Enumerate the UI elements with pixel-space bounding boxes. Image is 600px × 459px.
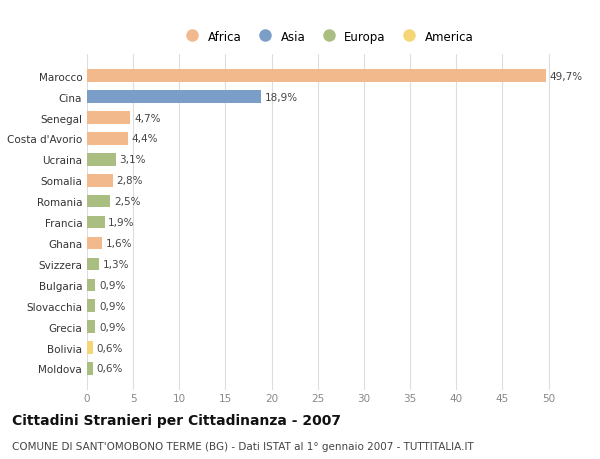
Text: 0,9%: 0,9% (99, 322, 125, 332)
Text: 49,7%: 49,7% (550, 72, 583, 82)
Text: 3,1%: 3,1% (119, 155, 146, 165)
Text: 2,5%: 2,5% (114, 197, 140, 207)
Bar (87, 341, 92, 354)
Bar (87, 321, 95, 333)
Bar (87, 363, 92, 375)
Text: COMUNE DI SANT'OMOBONO TERME (BG) - Dati ISTAT al 1° gennaio 2007 - TUTTITALIA.I: COMUNE DI SANT'OMOBONO TERME (BG) - Dati… (12, 441, 474, 451)
Bar (87, 112, 130, 124)
Text: Cittadini Stranieri per Cittadinanza - 2007: Cittadini Stranieri per Cittadinanza - 2… (12, 413, 341, 427)
Text: 0,9%: 0,9% (99, 301, 125, 311)
Text: 0,6%: 0,6% (96, 343, 122, 353)
Bar (87, 91, 262, 104)
Bar (87, 258, 99, 271)
Bar (87, 70, 546, 83)
Legend: Africa, Asia, Europa, America: Africa, Asia, Europa, America (178, 28, 476, 46)
Text: 0,6%: 0,6% (96, 364, 122, 374)
Text: 18,9%: 18,9% (265, 92, 298, 102)
Text: 1,9%: 1,9% (108, 218, 135, 228)
Text: 2,8%: 2,8% (116, 176, 143, 186)
Bar (87, 300, 95, 312)
Bar (87, 154, 116, 166)
Bar (87, 196, 110, 208)
Text: 1,3%: 1,3% (103, 259, 129, 269)
Bar (87, 216, 104, 229)
Text: 4,7%: 4,7% (134, 113, 161, 123)
Text: 4,4%: 4,4% (131, 134, 158, 144)
Bar (87, 279, 95, 291)
Text: 0,9%: 0,9% (99, 280, 125, 290)
Text: 1,6%: 1,6% (106, 239, 132, 248)
Bar (87, 237, 102, 250)
Bar (87, 174, 113, 187)
Bar (87, 133, 128, 146)
